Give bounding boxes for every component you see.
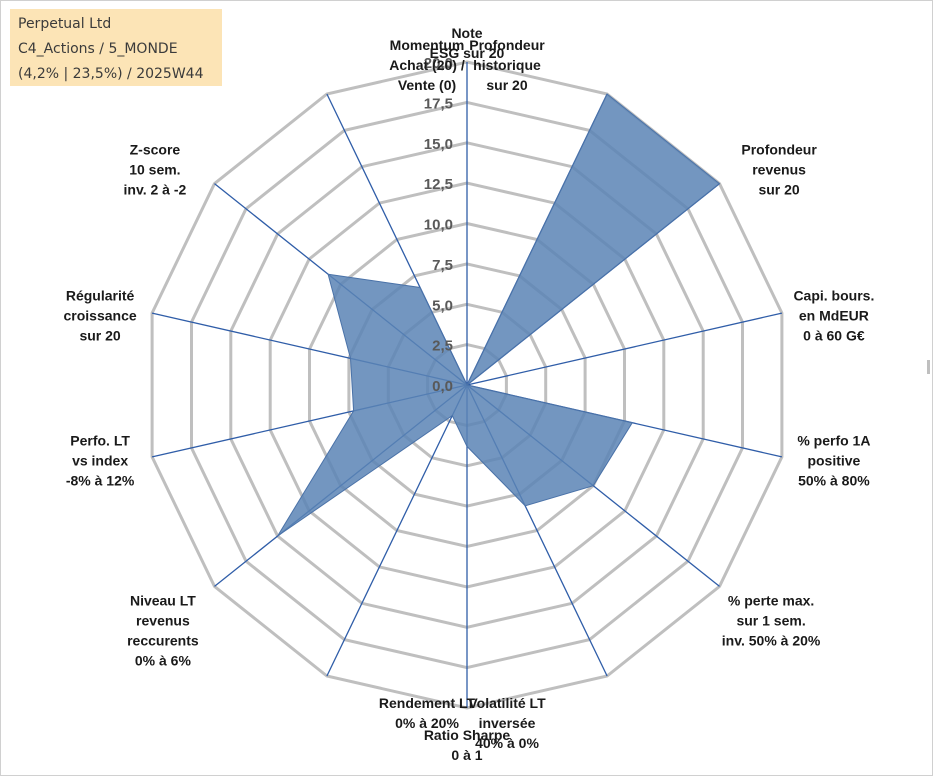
axis-label-line: ESG sur 20 [430,45,505,61]
tick-label: 0,0 [432,378,453,395]
axis-label-10: Perfo. LT vs index -8% à 12% [66,432,135,488]
axis-label-line: positive [807,452,860,468]
axis-label-line: Note [451,25,482,41]
info-company-name: Perpetual Ltd [18,16,112,32]
axis-label-line: sur 20 [486,77,527,93]
axis-label-line: Profondeur [469,37,545,53]
axis-label-line: 10 sem. [129,161,180,177]
scrollbar-edge [927,360,930,374]
axis-label-line: 50% à 80% [798,472,870,488]
tick-label: 2,5 [432,338,453,355]
axis-label-line: Rendement LT [379,695,476,711]
axis-label-5: % perte max. sur 1 sem. inv. 50% à 20% [722,593,821,649]
axis-label-line: Vente (0) [398,77,456,93]
axis-label-line: reccurents [127,633,199,649]
axis-label-line: inv. 2 à -2 [124,181,187,197]
axis-label-4: % perfo 1A positive 50% à 80% [797,432,870,488]
axis-label-line: vs index [72,452,128,468]
axis-label-line: Achat (20) / [389,57,465,73]
axis-label-1: Profondeur historique sur 20 [469,37,545,93]
axis-label-line: 40% à 0% [475,735,539,751]
axis-label-line: revenus [752,161,806,177]
axis-label-line: sur 20 [758,181,799,197]
tick-label: 15,0 [424,136,453,153]
axis-label-line: 0 à 1 [451,747,482,763]
axis-label-7: Ratio Sharpe 0 à 1 [424,727,511,763]
info-box: Perpetual Ltd C4_Actions / 5_MONDE (4,2%… [10,9,222,86]
tick-label: 17,5 [424,95,453,112]
axis-spoke [326,384,468,677]
axis-label-line: Volatilité LT [468,695,546,711]
tick-label: 10,0 [424,217,453,234]
axis-label-13: Momentum Achat (20) / Vente (0) [389,37,465,93]
axis-label-2: Profondeur revenus sur 20 [741,141,817,197]
axis-label-line: Perfo. LT [70,432,130,448]
axis-label-line: % perfo 1A [797,432,870,448]
axis-label-line: sur 20 [79,328,120,344]
series-area [277,93,721,537]
tick-label: 12,5 [424,176,453,193]
axis-label-line: -8% à 12% [66,472,135,488]
axis-label-line: % perte max. [728,593,814,609]
tick-label: 20,0 [424,55,453,72]
axis-label-11: Régularité croissance sur 20 [64,288,137,344]
tick-label: 7,5 [432,257,453,274]
radar-series [277,93,721,537]
info-category: C4_Actions / 5_MONDE [18,41,178,57]
axis-label-line: revenus [136,613,190,629]
radial-tick-labels: 0,0 2,5 5,0 7,5 10,0 12,5 15,0 17,5 20,0 [424,55,453,395]
axis-label-3: Capi. bours. en MdEUR 0 à 60 G€ [793,288,874,344]
axis-label-line: inv. 50% à 20% [722,633,821,649]
axis-label-line: inversée [479,715,536,731]
axis-label-6: Volatilité LT inversée 40% à 0% [468,695,546,751]
axis-label-line: Régularité [66,288,135,304]
axis-label-line: en MdEUR [799,308,869,324]
tick-label: 5,0 [432,297,453,314]
axis-label-line: Profondeur [741,141,817,157]
axis-label-line: croissance [64,308,137,324]
info-period: (4,2% | 23,5%) / 2025W44 [18,66,204,82]
axis-label-line: 0% à 6% [135,653,192,669]
axis-label-9: Niveau LT revenus reccurents 0% à 6% [127,593,199,669]
axis-label-line: Z-score [130,141,181,157]
axis-label-line: 0% à 20% [395,715,459,731]
axis-label-line: Capi. bours. [793,288,874,304]
axis-label-line: 0 à 60 G€ [803,328,865,344]
axis-label-line: Niveau LT [130,593,196,609]
axis-spoke [466,312,783,386]
axis-label-line: Ratio Sharpe [424,727,511,743]
axis-label-line: historique [473,57,541,73]
axis-label-line: Momentum [390,37,465,53]
axis-label-8: Rendement LT 0% à 20% [379,695,476,731]
axis-label-0: Note ESG sur 20 [430,25,505,61]
axis-label-line: sur 1 sem. [736,613,805,629]
axis-label-12: Z-score 10 sem. inv. 2 à -2 [124,141,187,197]
